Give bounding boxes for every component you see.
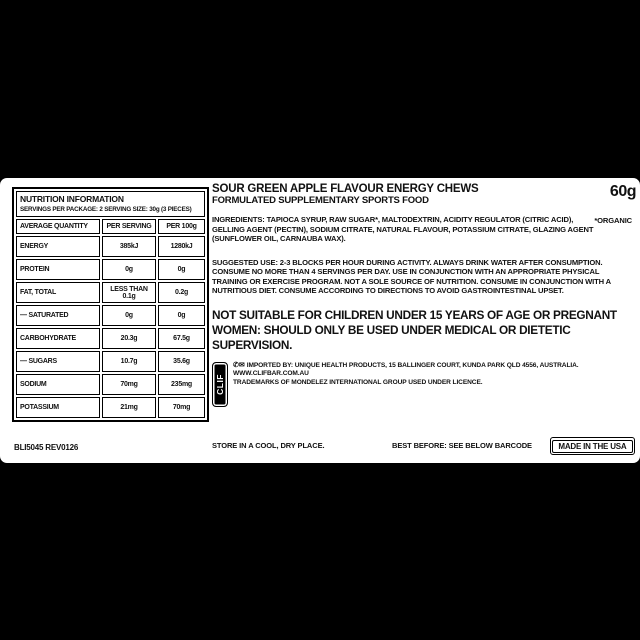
distributor-text: ✆✉ IMPORTED BY: UNIQUE HEALTH PRODUCTS, 1… bbox=[233, 362, 636, 388]
servings-line: SERVINGS PER PACKAGE: 2 SERVING SIZE: 30… bbox=[20, 206, 192, 213]
table-row-label: — SATURATED bbox=[16, 305, 100, 326]
column-header-per-serving: PER SERVING bbox=[102, 219, 156, 234]
title-block: SOUR GREEN APPLE FLAVOUR ENERGY CHEWS FO… bbox=[212, 183, 479, 206]
table-row-serving: 20.3g bbox=[102, 328, 156, 349]
clif-brand-badge: CLIF bbox=[212, 361, 228, 407]
nutrition-panel: NUTRITION INFORMATION SERVINGS PER PACKA… bbox=[12, 187, 209, 422]
nutrition-panel-title: NUTRITION INFORMATION bbox=[20, 194, 124, 204]
table-row-serving: 10.7g bbox=[102, 351, 156, 372]
distributor-line2: TRADEMARKS OF MONDELEZ INTERNATIONAL GRO… bbox=[233, 378, 483, 386]
table-row-per100: 70mg bbox=[158, 397, 205, 418]
column-header-average-quantity: AVERAGE QUANTITY bbox=[16, 219, 100, 234]
table-row-serving: 0g bbox=[102, 259, 156, 280]
product-title: SOUR GREEN APPLE FLAVOUR ENERGY CHEWS bbox=[212, 183, 479, 195]
product-subtitle: FORMULATED SUPPLEMENTARY SPORTS FOOD bbox=[212, 195, 429, 206]
brand-badge-label: CLIF bbox=[215, 373, 225, 395]
table-row-serving: LESS THAN 0.1g bbox=[102, 282, 156, 303]
storage-instruction: STORE IN A COOL, DRY PLACE. bbox=[212, 441, 325, 450]
table-row-serving: 0g bbox=[102, 305, 156, 326]
table-row-per100: 0g bbox=[158, 259, 205, 280]
made-in-usa-box: MADE IN THE USA bbox=[549, 437, 635, 455]
table-row-per100: 235mg bbox=[158, 374, 205, 395]
product-label: NUTRITION INFORMATION SERVINGS PER PACKA… bbox=[0, 178, 640, 463]
table-row-per100: 0g bbox=[158, 305, 205, 326]
table-row-label: PROTEIN bbox=[16, 259, 100, 280]
nutrition-panel-header: NUTRITION INFORMATION SERVINGS PER PACKA… bbox=[16, 191, 205, 217]
distributor-line1: IMPORTED BY: UNIQUE HEALTH PRODUCTS, 15 … bbox=[233, 361, 579, 378]
distributor-block: CLIF ✆✉ IMPORTED BY: UNIQUE HEALTH PRODUC… bbox=[212, 361, 636, 407]
label-right-column: SOUR GREEN APPLE FLAVOUR ENERGY CHEWS FO… bbox=[212, 183, 637, 407]
table-row-per100: 67.5g bbox=[158, 328, 205, 349]
net-weight: 60g bbox=[609, 183, 637, 200]
table-row-label: SODIUM bbox=[16, 374, 100, 395]
table-row-per100: 35.6g bbox=[158, 351, 205, 372]
ingredients-text: INGREDIENTS: TAPIOCA SYRUP, RAW SUGAR*, … bbox=[212, 215, 594, 243]
ingredients-paragraph: *ORGANIC INGREDIENTS: TAPIOCA SYRUP, RAW… bbox=[212, 215, 632, 244]
best-before-note: BEST BEFORE: SEE BELOW BARCODE bbox=[392, 441, 532, 450]
table-row-label: FAT, TOTAL bbox=[16, 282, 100, 303]
organic-note: *ORGANIC bbox=[594, 216, 632, 225]
table-row-per100: 0.2g bbox=[158, 282, 205, 303]
title-row: SOUR GREEN APPLE FLAVOUR ENERGY CHEWS FO… bbox=[212, 183, 637, 206]
table-row-per100: 1280kJ bbox=[158, 236, 205, 257]
table-row-label: — SUGARS bbox=[16, 351, 100, 372]
table-row-label: POTASSIUM bbox=[16, 397, 100, 418]
table-row-serving: 21mg bbox=[102, 397, 156, 418]
column-header-per-100g: PER 100g bbox=[158, 219, 205, 234]
table-row-label: CARBOHYDRATE bbox=[16, 328, 100, 349]
table-row-label: ENERGY bbox=[16, 236, 100, 257]
origin-label: MADE IN THE USA bbox=[552, 439, 633, 453]
table-row-serving: 70mg bbox=[102, 374, 156, 395]
table-row-serving: 385kJ bbox=[102, 236, 156, 257]
suggested-use-paragraph: SUGGESTED USE: 2-3 BLOCKS PER HOUR DURIN… bbox=[212, 257, 611, 296]
warning-statement: NOT SUITABLE FOR CHILDREN UNDER 15 YEARS… bbox=[212, 307, 617, 352]
product-code: BLI5045 REV0126 bbox=[14, 443, 79, 452]
phone-mail-icon: ✆✉ bbox=[233, 361, 245, 369]
